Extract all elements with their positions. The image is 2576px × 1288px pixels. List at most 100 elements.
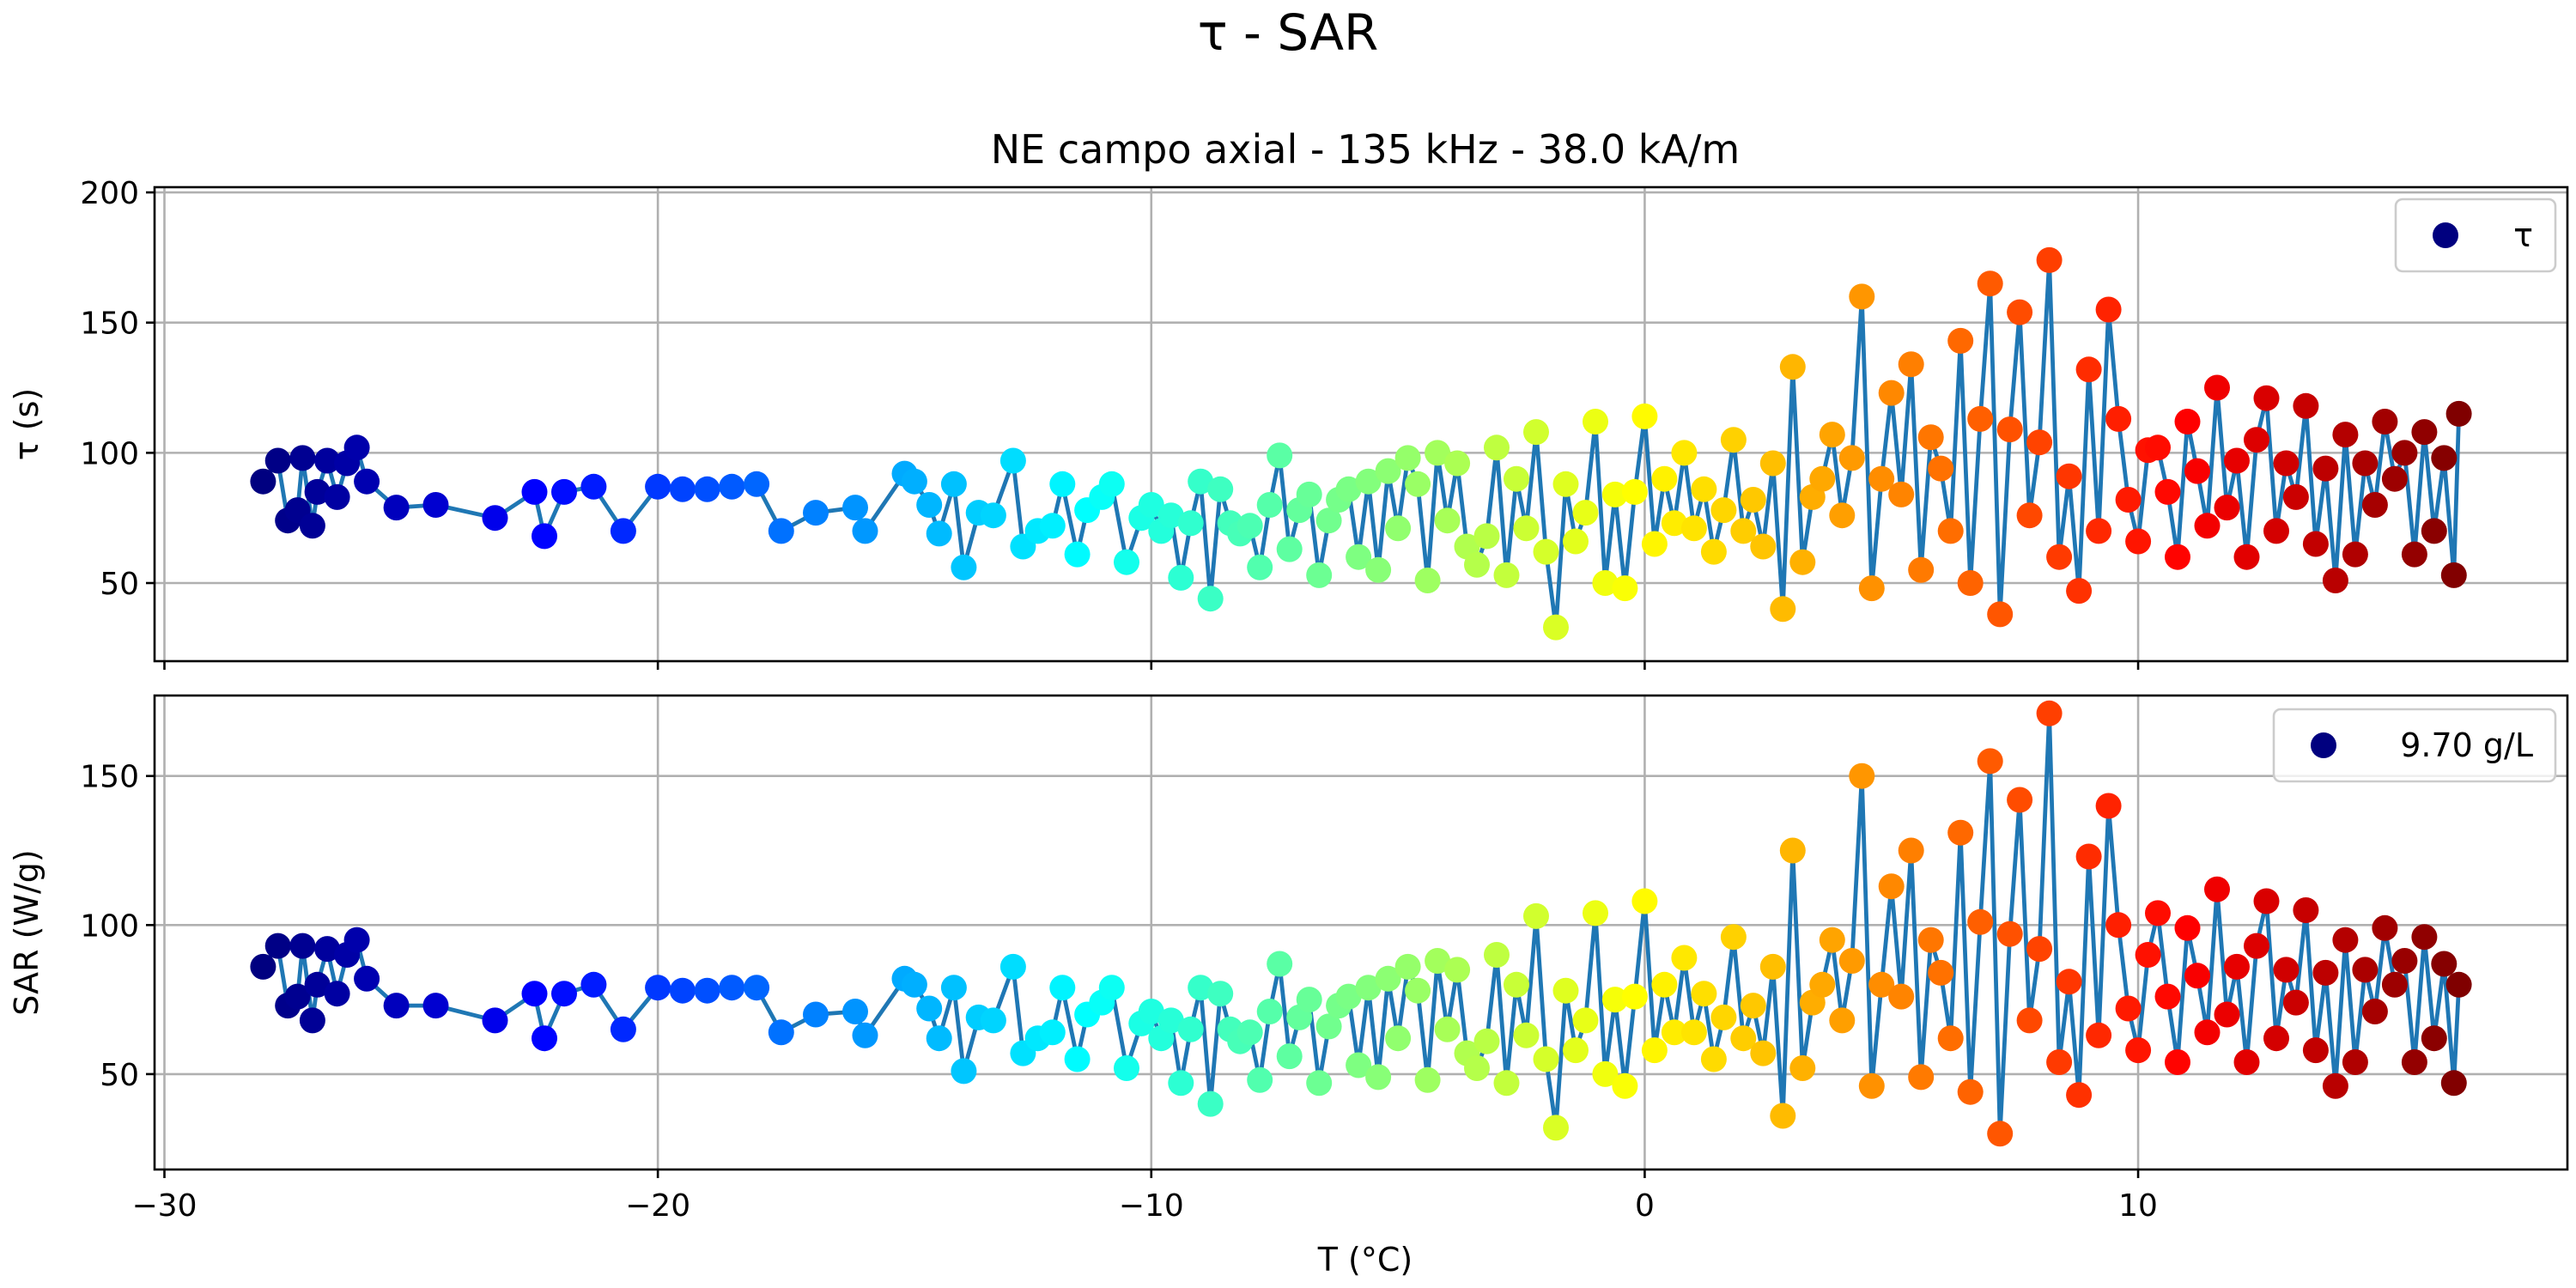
tau-data-point	[1385, 515, 1412, 542]
tau-data-point	[2352, 450, 2379, 477]
tau-data-point	[2056, 463, 2082, 489]
tau-data-point	[1543, 614, 1569, 641]
sar-x-axis-label: T (°C)	[1317, 1241, 1413, 1279]
tau-data-point	[1484, 434, 1510, 461]
tau-data-point	[1394, 445, 1421, 471]
tau-data-point	[2263, 518, 2289, 544]
tau-data-point	[2372, 409, 2398, 434]
sar-data-point	[2145, 900, 2171, 927]
tau-axes-frame	[153, 185, 2569, 663]
sar-data-point	[1444, 957, 1471, 983]
sar-data-point	[1523, 902, 1549, 929]
tau-data-point	[1157, 502, 1184, 529]
tau-data-point	[1197, 586, 1224, 612]
tau-data-point	[768, 518, 794, 544]
sar-data-point	[2214, 1001, 2240, 1028]
sar-data-point	[422, 993, 449, 1019]
tau-data-point	[2214, 495, 2240, 521]
tau-data-point	[1256, 492, 1283, 518]
sar-data-point	[1908, 1064, 1935, 1091]
tau-data-point	[1138, 492, 1164, 518]
tau-data-point	[482, 505, 508, 532]
sar-data-point	[1759, 953, 1786, 980]
tau-data-point	[1809, 465, 1836, 492]
tau-data-point	[1987, 601, 2014, 628]
sar-data-point	[1335, 983, 1362, 1010]
tau-data-point	[1789, 549, 1816, 575]
tau-data-point	[1177, 510, 1204, 537]
sar-data-point	[1583, 900, 1608, 927]
sar-data-point	[2204, 876, 2230, 902]
sar-data-point	[1601, 987, 1628, 1013]
tau-data-point	[2066, 578, 2093, 605]
tau-data-point	[2233, 544, 2260, 570]
sar-data-point	[980, 1007, 1006, 1034]
tau-data-point	[1759, 450, 1786, 477]
sar-data-point	[1898, 837, 1924, 864]
tau-data-point	[1720, 427, 1747, 453]
sar-data-point	[1987, 1121, 2014, 1147]
tau-data-point	[2421, 518, 2447, 544]
tau-data-point	[694, 476, 720, 502]
tau-data-point	[2244, 427, 2269, 453]
sar-data-point	[1267, 951, 1293, 977]
sar-data-point	[1543, 1115, 1569, 1141]
tau-data-point	[354, 468, 380, 495]
tau-data-point	[852, 518, 878, 544]
tau-data-point	[2007, 299, 2033, 325]
tau-data-point	[1572, 500, 1599, 526]
sar-data-point	[1720, 924, 1747, 951]
tau-data-point	[2194, 513, 2221, 539]
tau-legend-box	[2394, 197, 2557, 273]
sar-data-point	[1947, 819, 1974, 846]
sar-data-point	[1306, 1070, 1333, 1097]
tau-data-point	[2273, 450, 2300, 477]
tau-data-point	[383, 495, 410, 521]
tau-data-point	[610, 518, 636, 544]
tau-data-point	[1838, 445, 1865, 471]
tau-data-point	[1365, 556, 1392, 583]
sar-legend-box	[2272, 708, 2557, 783]
sar-data-point	[1385, 1025, 1412, 1052]
tau-data-point	[2016, 502, 2043, 529]
sar-data-point	[1504, 971, 1529, 998]
sar-data-point	[1957, 1078, 1984, 1105]
sar-data-point	[926, 1025, 952, 1052]
sar-data-point	[1138, 999, 1164, 1024]
tau-data-point	[1315, 507, 1342, 534]
sar-data-point	[482, 1007, 508, 1034]
sar-data-point	[2445, 971, 2472, 998]
sar-data-point	[2165, 1049, 2190, 1075]
sar-data-point	[551, 981, 577, 1007]
tau-data-point	[551, 478, 577, 505]
tau-y-tick-label: 150	[80, 307, 139, 342]
tau-data-point	[1335, 476, 1362, 502]
sar-data-point	[1849, 762, 1875, 789]
tau-points	[250, 246, 2472, 641]
sar-data-point	[2154, 983, 2181, 1010]
tau-data-point	[2105, 405, 2132, 432]
tau-data-point	[999, 447, 1026, 474]
sar-panel: −30 −20 −10 0 10 50 100 150 SAR (W/g) T (°C) 9.…	[8, 694, 2569, 1279]
tau-data-point	[343, 434, 370, 461]
tau-data-point	[250, 468, 276, 495]
tau-data-point	[719, 473, 745, 500]
tau-data-point	[940, 471, 967, 497]
tau-ticks: 50 100 150 200	[80, 176, 2140, 670]
tau-data-point	[1858, 575, 1885, 602]
sar-data-point	[1651, 971, 1678, 998]
tau-data-point	[1592, 570, 1619, 596]
sar-data-point	[2105, 912, 2132, 939]
sar-data-point	[2046, 1049, 2073, 1075]
sar-data-point	[2086, 1022, 2112, 1048]
tau-data-point	[1114, 549, 1139, 575]
sar-data-point	[2095, 793, 2122, 819]
sar-data-point	[1809, 971, 1836, 998]
tau-data-point	[2184, 458, 2210, 484]
tau-data-point	[1414, 568, 1441, 593]
tau-data-point	[1355, 468, 1382, 495]
sar-data-point	[1315, 1013, 1342, 1040]
sar-data-point	[1434, 1016, 1461, 1042]
sar-data-point	[2312, 959, 2339, 986]
tau-data-point	[2145, 434, 2171, 461]
